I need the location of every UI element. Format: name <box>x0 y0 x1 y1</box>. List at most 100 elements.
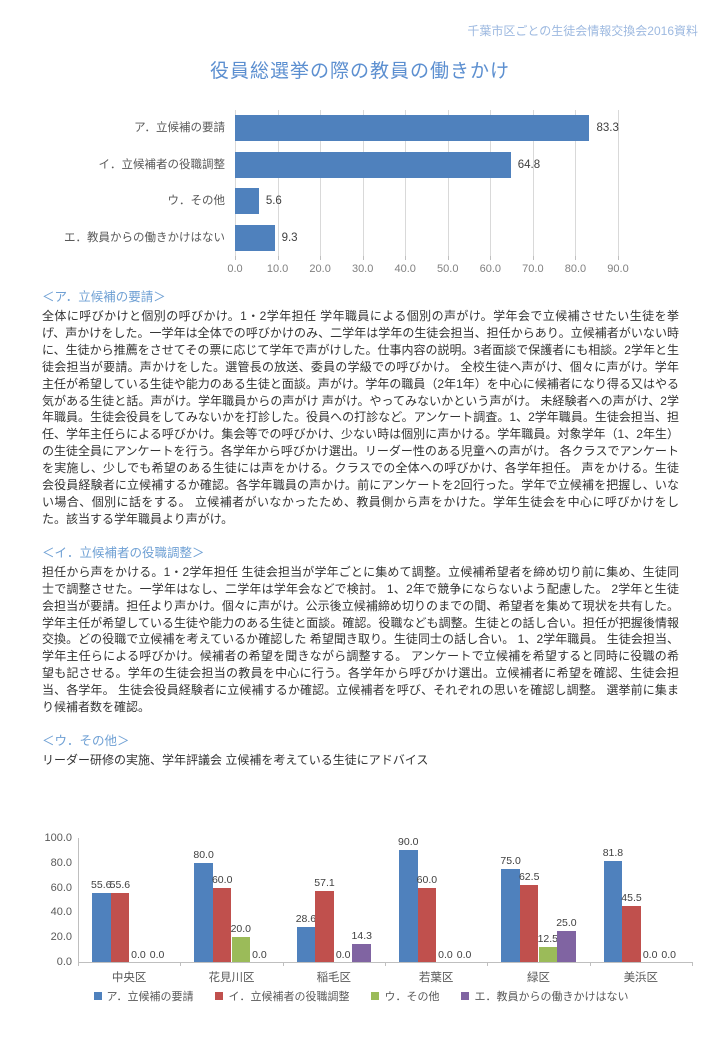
bar <box>296 926 316 962</box>
value-label: 0.0 <box>149 949 165 961</box>
y-tick-label: 80.0 <box>50 856 72 869</box>
section-u-heading: ＜ウ．その他＞ <box>42 733 130 748</box>
bar <box>417 887 437 962</box>
value-label: 45.5 <box>621 891 642 904</box>
legend-label: イ．立候補者の役職調整 <box>228 991 350 1003</box>
bar <box>91 893 111 962</box>
bar <box>622 905 641 962</box>
legend-label: ア．立候補の要請 <box>106 991 194 1003</box>
y-tick-label: 100.0 <box>44 832 72 844</box>
value-label: 12.5 <box>537 932 559 945</box>
legend-swatch-icon <box>215 992 224 1000</box>
value-label: 20.0 <box>230 923 252 936</box>
value-label: 0.0 <box>252 949 267 961</box>
value-label: 60.0 <box>211 873 233 886</box>
value-label: 28.6 <box>295 912 317 925</box>
grouped-bar-chart: 0.0 20.0 40.0 60.0 80.0 100.0 55.6 55.6 0.0 0.0 中央… <box>30 826 693 984</box>
axis-tick <box>575 256 577 260</box>
legend-label: ウ．その他 <box>384 991 440 1003</box>
axis-tick <box>447 256 449 260</box>
horizontal-bar-chart: 0.0 10.0 20.0 30.0 40.0 50.0 60.0 70.0 80.0 90.0 ア… <box>40 110 680 282</box>
grid-line <box>532 110 534 256</box>
legend-swatch-icon <box>371 992 380 1000</box>
value-label: 90.0 <box>398 836 419 849</box>
bar <box>235 188 259 215</box>
bar <box>557 931 576 962</box>
value-label: 0.0 <box>131 949 146 961</box>
category-label: 若葉区 <box>418 972 454 984</box>
axis-tick <box>490 256 492 260</box>
axis-tick <box>78 962 79 966</box>
category-label: ア．立候補の要請 <box>134 122 225 135</box>
value-label: 0.0 <box>642 949 658 961</box>
value-label: 5.6 <box>265 195 282 208</box>
value-label: 64.8 <box>517 158 541 171</box>
value-label: 81.8 <box>602 846 624 859</box>
grid-line <box>618 110 619 256</box>
x-tick-label: 70.0 <box>522 263 544 275</box>
legend-item: ウ．その他 <box>371 988 439 1004</box>
grid-line <box>277 110 279 256</box>
category-label: エ．教員からの働きかけはない <box>64 231 225 244</box>
value-label: 75.0 <box>500 855 521 867</box>
page-title: 役員総選挙の際の教員の働きかけ <box>209 61 510 82</box>
section-i-body: 担任から声をかける。1・2学年担任 生徒会担当が学年ごとに集めて調整。立候補希望… <box>42 564 679 715</box>
section-i-heading: ＜イ．立候補者の役職調整＞ <box>42 545 205 560</box>
bar <box>212 887 232 962</box>
bar <box>110 893 130 962</box>
bar <box>352 944 372 962</box>
value-label: 80.0 <box>193 848 214 861</box>
value-label: 14.3 <box>351 930 372 943</box>
y-axis-line <box>78 838 79 962</box>
legend-item: エ．教員からの働きかけはない <box>461 988 628 1004</box>
y-tick-label: 40.0 <box>50 906 72 919</box>
value-label: 55.6 <box>91 879 112 892</box>
category-label: 中央区 <box>111 972 147 984</box>
axis-tick <box>385 962 386 966</box>
category-label: 稲毛区 <box>316 972 352 984</box>
legend-label: エ．教員からの働きかけはない <box>474 991 629 1003</box>
category-label: ウ．その他 <box>167 195 226 208</box>
legend-swatch-icon <box>461 992 470 1000</box>
axis-tick <box>180 962 182 966</box>
grid-line <box>405 110 407 256</box>
axis-tick <box>618 256 619 260</box>
axis-tick <box>277 256 279 260</box>
axis-tick <box>532 256 534 260</box>
value-label: 62.5 <box>518 870 540 883</box>
section-a-heading: ＜ア．立候補の要請＞ <box>42 290 166 304</box>
axis-tick <box>282 962 284 966</box>
bar <box>235 224 275 251</box>
x-tick-label: 40.0 <box>394 263 416 275</box>
value-label: 0.0 <box>456 949 472 961</box>
axis-tick <box>589 962 591 966</box>
bar <box>235 151 511 178</box>
value-label: 25.0 <box>556 917 577 929</box>
bar <box>315 891 334 962</box>
bar <box>603 860 623 962</box>
grid-line <box>575 110 577 256</box>
value-label: 60.0 <box>416 873 438 886</box>
y-tick-label: 0.0 <box>56 956 72 968</box>
x-tick-label: 50.0 <box>437 263 459 275</box>
section-a-body: 全体に呼びかけと個別の呼びかけ。1・2学年担任 学年職員による個別の声がけ。学年… <box>42 309 679 526</box>
value-label: 0.0 <box>335 949 351 961</box>
x-tick-label: 60.0 <box>479 263 502 275</box>
bar <box>235 115 590 142</box>
axis-tick <box>320 256 322 260</box>
value-label: 83.3 <box>596 122 619 135</box>
category-label: 花見川区 <box>208 972 255 984</box>
category-label: 緑区 <box>526 972 550 984</box>
legend-item: イ．立候補者の役職調整 <box>215 988 349 1004</box>
bar <box>398 850 418 962</box>
bar <box>519 884 539 962</box>
value-label: 0.0 <box>661 949 677 961</box>
grid-line <box>235 110 236 256</box>
y-tick-label: 20.0 <box>50 931 72 944</box>
axis-tick <box>235 256 236 260</box>
x-tick-label: 30.0 <box>351 263 374 275</box>
category-label: イ．立候補者の役職調整 <box>98 158 226 171</box>
x-tick-label: 10.0 <box>266 263 289 275</box>
grid-line <box>362 110 364 256</box>
